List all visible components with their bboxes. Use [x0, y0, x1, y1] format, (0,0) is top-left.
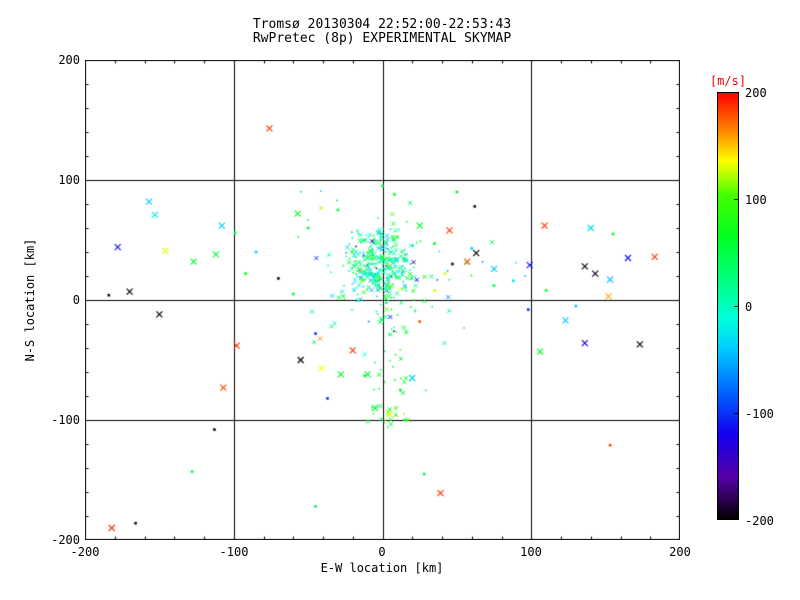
plot-area	[85, 60, 680, 540]
colorbar-gradient	[718, 93, 738, 519]
colorbar-tick-label: -200	[745, 514, 774, 528]
plot-title-line2: RwPretec (8p) EXPERIMENTAL SKYMAP	[252, 31, 512, 46]
colorbar-tick-label: 100	[745, 193, 767, 207]
colorbar-tick	[734, 306, 739, 307]
colorbar-tick	[734, 413, 739, 414]
x-tick-label: -100	[219, 545, 249, 559]
y-tick-label: -100	[51, 413, 80, 427]
x-axis-label: E-W location [km]	[320, 561, 444, 575]
x-tick-label: 200	[669, 545, 691, 559]
plot-title-line1: Tromsø 20130304 22:52:00-22:53:43	[252, 17, 512, 32]
colorbar-tick	[734, 199, 739, 200]
x-tick-label: 0	[378, 545, 386, 559]
x-tick-label: -200	[70, 545, 100, 559]
x-tick-label: 100	[520, 545, 542, 559]
y-tick-label: 100	[58, 173, 80, 187]
y-tick-label: 0	[72, 293, 80, 307]
y-tick-label: 200	[58, 53, 80, 67]
colorbar-tick	[734, 92, 739, 93]
colorbar-tick	[734, 519, 739, 520]
colorbar-tick-label: 200	[745, 86, 767, 100]
colorbar-units-label: [m/s]	[709, 74, 747, 88]
skymap-canvas	[85, 60, 680, 540]
y-tick-label: -200	[51, 533, 80, 547]
colorbar-tick-label: -100	[745, 407, 774, 421]
colorbar-tick-label: 0	[745, 300, 753, 314]
y-axis-label: N-S location [km]	[23, 238, 37, 362]
